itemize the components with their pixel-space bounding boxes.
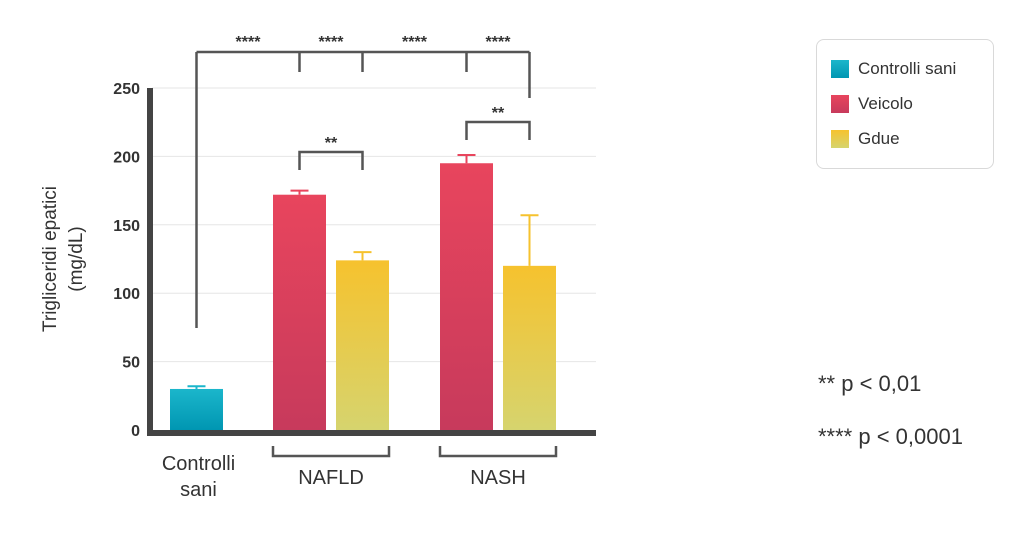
bar — [503, 265, 556, 430]
legend-label: Gdue — [858, 129, 900, 148]
significance-label: **** — [319, 34, 345, 51]
group-bracket — [271, 446, 391, 458]
axes — [147, 88, 596, 436]
x-axis-line — [147, 430, 596, 436]
y-tick-label: 50 — [122, 355, 140, 372]
bars — [170, 154, 556, 431]
legend-swatch — [831, 130, 849, 148]
bar — [170, 388, 223, 430]
legend-swatch — [831, 95, 849, 113]
y-tick-label: 150 — [113, 218, 140, 235]
legend-label: Veicolo — [858, 94, 913, 113]
legend-label: Controlli sani — [858, 59, 957, 78]
bar — [440, 163, 493, 431]
y-axis-line — [147, 88, 153, 435]
bar — [336, 260, 389, 430]
y-tick-label: 0 — [131, 423, 140, 440]
y-tick-label: 100 — [113, 286, 140, 303]
legend-item-veicolo: Veicolo — [831, 94, 913, 114]
y-axis-unit: (mg/dL) — [66, 226, 87, 291]
y-tick-label: 200 — [113, 149, 140, 166]
group-label: NAFLD — [298, 467, 364, 489]
inner-bracket — [298, 150, 364, 170]
bar — [273, 194, 326, 430]
legend-item-gdue: Gdue — [831, 129, 900, 149]
significance-label: **** — [236, 34, 262, 51]
legend-item-controlli-sani: Controlli sani — [831, 59, 956, 79]
significance-note-p0001: **** p < 0,0001 — [818, 424, 963, 449]
significance-label: **** — [402, 34, 428, 51]
legend: Controlli sani Veicolo Gdue — [816, 39, 994, 169]
significance-note-p01: ** p < 0,01 — [818, 371, 922, 396]
group-bracket — [438, 446, 558, 458]
legend-swatch — [831, 60, 849, 78]
inner-bracket — [465, 120, 531, 140]
group-label: NASH — [470, 467, 526, 489]
significance-label: **** — [486, 34, 512, 51]
group-label: Controlli — [162, 453, 235, 475]
y-axis-title: Trigliceridi epatici — [40, 186, 61, 332]
significance-brackets — [195, 50, 531, 328]
significance-label: ** — [325, 135, 338, 152]
group-label: sani — [180, 479, 217, 501]
y-tick-label: 250 — [113, 81, 140, 98]
labels: 0 50 100 150 200 250 Trigliceridi epatici (mg/d… — [40, 34, 558, 501]
significance-label: ** — [492, 105, 505, 122]
